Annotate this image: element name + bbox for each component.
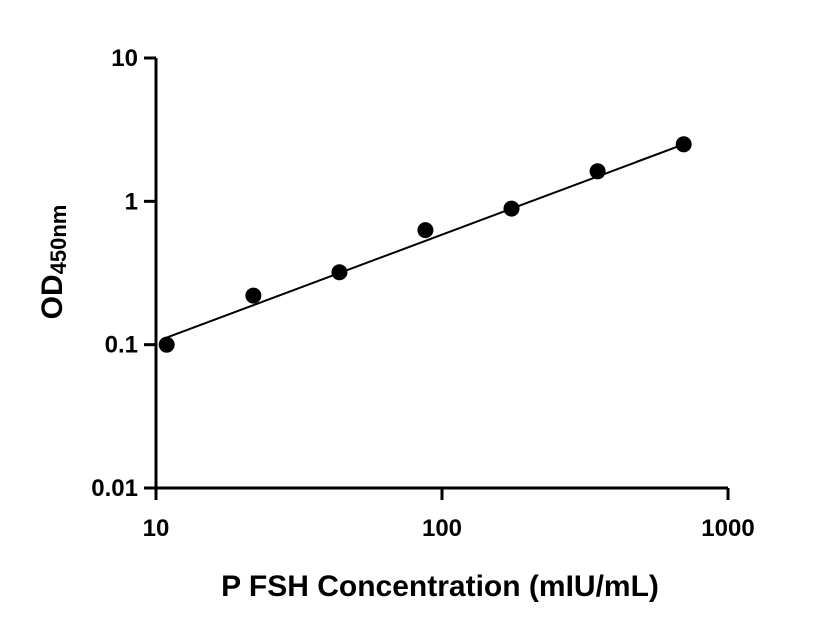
y-tick-label: 0.1 [105,332,138,359]
data-point [503,200,520,217]
y-tick-label: 0.01 [91,475,138,502]
y-tick-label: 10 [111,45,138,72]
x-tick-label: 100 [422,515,462,542]
data-point [245,287,262,304]
axes: 0.01 0.1 1 10 10 100 1000 [91,45,754,542]
data-point [158,336,175,353]
fit-line [166,143,685,339]
y-axis-title: OD450nm [36,205,71,320]
data-point [331,264,348,281]
x-tick-label: 10 [143,515,170,542]
y-axis-title-main: OD [36,274,69,319]
x-axis-title: P FSH Concentration (mIU/mL) [221,570,659,603]
data-point [675,136,692,153]
data-point [417,222,434,239]
y-tick-label: 1 [125,188,138,215]
x-tick-label: 1000 [701,515,754,542]
data-point [589,163,606,180]
plot-area [158,136,692,353]
y-axis-title-subscript: 450nm [46,205,71,275]
